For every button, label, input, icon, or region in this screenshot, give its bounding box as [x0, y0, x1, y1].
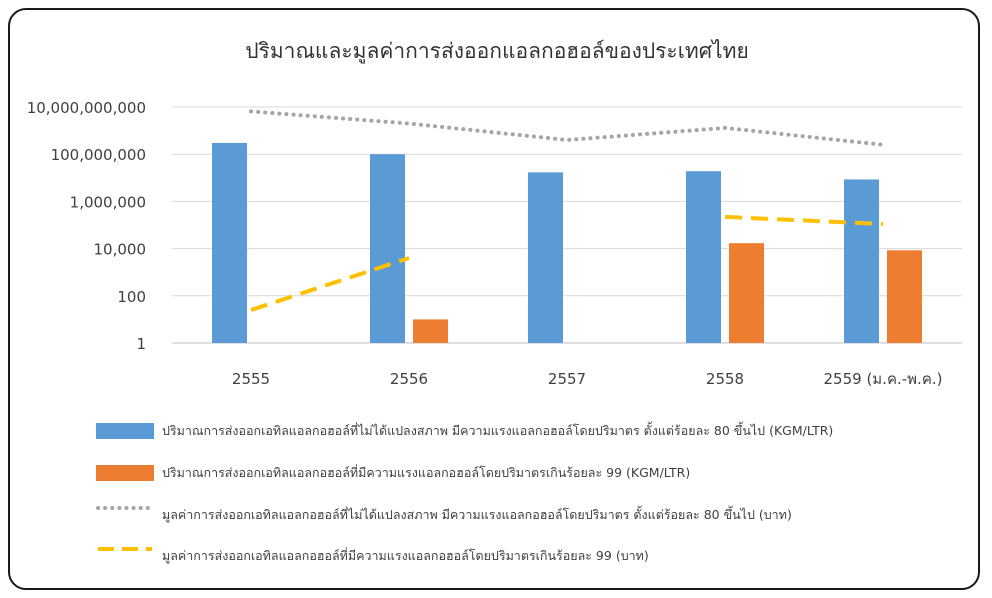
series-lines: [249, 109, 885, 312]
bar-blue-2: [528, 172, 563, 343]
bar-blue-1: [370, 154, 405, 343]
chart-title: ปริมาณและมูลค่าการส่งออกแอลกอฮอล์ของประเ…: [245, 39, 749, 64]
legend-item-yellow-dashed: มูลค่าการส่งออกเอทิลแอลกอฮอล์ที่มีความแร…: [96, 545, 649, 567]
line-yellow-dashed-segment: [250, 256, 410, 312]
legend-swatch-orange-bar: [96, 465, 154, 481]
legend-label: ปริมาณการส่งออกเอทิลแอลกอฮอล์ที่มีความแร…: [162, 465, 691, 480]
y-tick-label: 1,000,000: [70, 193, 146, 211]
legend-item-gray-dotted: มูลค่าการส่งออกเอทิลแอลกอฮอล์ที่ไม่ได้แป…: [96, 504, 792, 526]
bar-blue-0: [212, 142, 247, 343]
x-tick-label: 2555: [232, 370, 270, 388]
gridlines: [172, 106, 962, 344]
y-tick-labels: 1 100 10,000 1,000,000 100,000,000 10,000,000…: [27, 99, 146, 353]
y-tick-label: 100: [117, 288, 146, 306]
bar-orange-1: [413, 319, 448, 343]
legend-label: มูลค่าการส่งออกเอทิลแอลกอฮอล์ที่ไม่ได้แป…: [162, 507, 792, 522]
legend-swatch-yellow-dashed: [96, 547, 154, 560]
y-tick-label: 10,000: [94, 241, 147, 259]
x-tick-label: 2559 (ม.ค.-พ.ค.): [824, 370, 943, 388]
y-tick-label: 1: [136, 335, 146, 353]
chart-frame: [8, 8, 980, 590]
bar-orange-4: [887, 250, 922, 343]
legend-label: มูลค่าการส่งออกเอทิลแอลกอฮอล์ที่มีความแร…: [162, 548, 649, 563]
bar-blue-3: [686, 171, 721, 343]
bar-orange-3: [729, 243, 764, 343]
line-gray-dotted-segment: [249, 109, 885, 147]
legend-item-orange-bar: ปริมาณการส่งออกเอทิลแอลกอฮอล์ที่มีความแร…: [96, 462, 690, 484]
bars: [212, 142, 922, 343]
x-tick-label: 2556: [390, 370, 428, 388]
x-tick-label: 2557: [548, 370, 586, 388]
legend-swatch-gray-dotted: [96, 506, 154, 519]
y-tick-label: 10,000,000,000: [27, 99, 146, 117]
legend-item-blue-bar: ปริมาณการส่งออกเอทิลแอลกอฮอล์ที่ไม่ได้แป…: [96, 420, 833, 442]
x-tick-label: 2558: [706, 370, 744, 388]
legend-swatch-blue-bar: [96, 423, 154, 439]
x-tick-labels: 2555 2556 2557 2558 2559 (ม.ค.-พ.ค.): [232, 370, 943, 388]
y-tick-label: 100,000,000: [51, 146, 146, 164]
line-yellow-dashed-segment: [724, 214, 884, 227]
bar-blue-4: [844, 179, 879, 343]
legend-label: ปริมาณการส่งออกเอทิลแอลกอฮอล์ที่ไม่ได้แป…: [162, 423, 834, 438]
